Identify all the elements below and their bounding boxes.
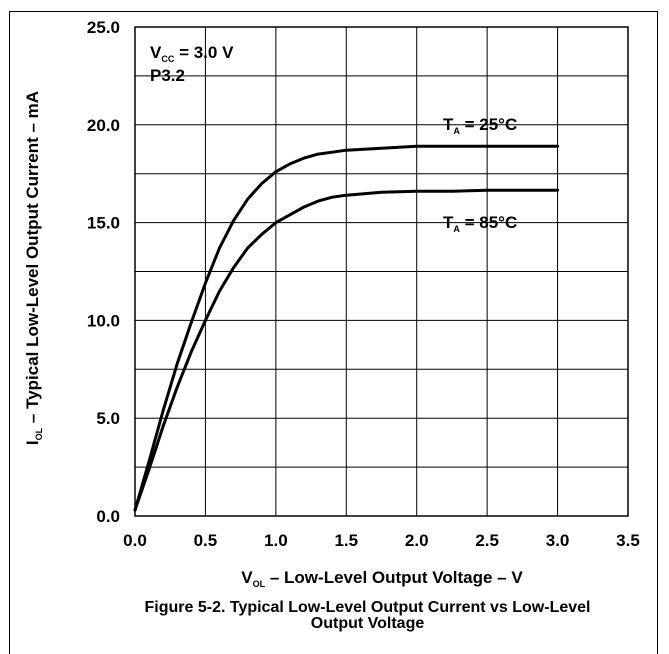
figure-caption: Figure 5-2. Typical Low-Level Output Cur… xyxy=(80,600,655,632)
x-tick-label: 1.0 xyxy=(264,531,288,550)
x-tick-label: 3.0 xyxy=(546,531,570,550)
series-line-1 xyxy=(133,188,560,512)
y-tick-label: 15.0 xyxy=(87,214,120,233)
series-lines xyxy=(133,144,560,512)
y-tick-label: 10.0 xyxy=(87,311,120,330)
y-tick-label: 0.0 xyxy=(96,507,120,526)
pin-annotation: P3.2 xyxy=(150,66,185,85)
plot-border xyxy=(134,26,629,517)
vcc-annotation: VCC = 3.0 V xyxy=(150,43,234,64)
x-tick-label: 0.0 xyxy=(123,531,147,550)
caption-line-2: Output Voltage xyxy=(310,615,425,632)
x-tick-label: 3.5 xyxy=(616,531,640,550)
y-tick-label: 20.0 xyxy=(87,116,120,135)
y-axis-title: IOL – Typical Low-Level Output Current –… xyxy=(23,91,44,445)
grid xyxy=(134,26,629,517)
y-tick-label: 25.0 xyxy=(87,18,120,37)
y-tick-label: 5.0 xyxy=(96,409,120,428)
figure-border xyxy=(9,11,658,654)
series-label-85c: TA = 85°C xyxy=(443,213,517,234)
x-tick-label: 2.0 xyxy=(405,531,429,550)
series-label-25c: TA = 25°C xyxy=(443,115,517,136)
x-tick-label: 0.5 xyxy=(194,531,218,550)
x-axis-title: VOL – Low-Level Output Voltage – V xyxy=(241,568,523,589)
y-tick-labels: 0.0 5.0 10.0 15.0 20.0 25.0 xyxy=(87,18,120,526)
x-tick-labels: 0.0 0.5 1.0 1.5 2.0 2.5 3.0 3.5 xyxy=(123,531,640,550)
x-tick-label: 1.5 xyxy=(334,531,358,550)
caption-line-1: Figure 5-2. Typical Low-Level Output Cur… xyxy=(144,599,591,616)
series-line-0 xyxy=(133,144,560,512)
x-tick-label: 2.5 xyxy=(475,531,499,550)
